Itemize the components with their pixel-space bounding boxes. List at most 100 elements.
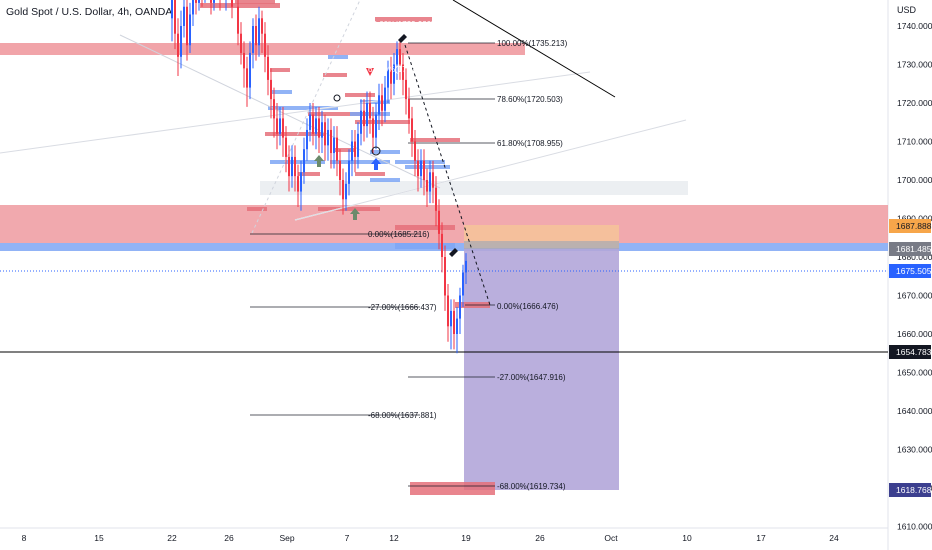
candle-body-80 (423, 160, 425, 180)
candle-body-9 (198, 0, 200, 3)
candle-body-26 (261, 18, 263, 34)
time-tick-label: Sep (279, 533, 294, 543)
candle-body-21 (246, 68, 248, 88)
candle-body-51 (336, 137, 338, 161)
candle-body-83 (432, 172, 434, 188)
price-badge-label: 1681.485 (896, 244, 932, 254)
short-entry-band (464, 241, 619, 249)
price-badge-label: 1675.505 (896, 266, 932, 276)
candle-body-74 (405, 79, 407, 100)
price-badge-gray (889, 242, 931, 256)
candle-body-7 (192, 0, 194, 15)
time-tick-label: 19 (461, 533, 471, 543)
order-block-22 (318, 207, 380, 211)
candle-body-67 (384, 87, 386, 111)
candle-body-76 (411, 118, 413, 142)
price-badge-black (889, 345, 931, 359)
candle-body-63 (372, 118, 374, 138)
candle-body-39 (300, 172, 302, 192)
price-badge-label: 1654.783 (896, 347, 932, 357)
candle-body-94 (465, 260, 467, 273)
price-tick-label: 1610.000 (897, 522, 932, 532)
candle-body-14 (213, 0, 215, 3)
order-block-20 (410, 138, 460, 142)
candle-body-60 (363, 110, 365, 127)
candle-body-6 (189, 14, 191, 46)
order-block-23 (247, 207, 267, 211)
order-block-6 (270, 90, 292, 94)
candle-body-22 (249, 52, 251, 88)
order-block-12 (270, 160, 325, 164)
order-block-24 (395, 225, 455, 230)
candle-body-49 (330, 129, 332, 154)
fib-labels-layer: 78.60%(1739.929) 100.00%(1735.213) 61.80… (368, 20, 568, 491)
price-tick-label: 1730.000 (897, 60, 932, 70)
candle-body-0 (171, 0, 173, 19)
time-tick-label: 10 (682, 533, 692, 543)
time-tick-label: 17 (756, 533, 766, 543)
candle-body-68 (387, 68, 389, 88)
price-tick-label: 1720.000 (897, 98, 932, 108)
currency-label: USD (897, 5, 917, 15)
order-block-19 (405, 165, 450, 169)
candle-body-34 (285, 137, 287, 157)
symbol-title: Gold Spot / U.S. Dollar, 4h, OANDA (6, 6, 173, 18)
fib-label-61.8-lower: 61.80%(1708.955) (497, 139, 563, 148)
order-block-7 (268, 106, 338, 110)
fib-label-minus27-lower: -27.00%(1647.916) (497, 373, 566, 382)
price-badge-navy (889, 483, 931, 497)
candle-body-73 (402, 64, 404, 80)
time-tick-label: 15 (94, 533, 104, 543)
time-tick-label: Oct (604, 533, 618, 543)
candle-body-65 (378, 95, 380, 115)
candle-body-42 (309, 114, 311, 130)
circle-marker-2 (333, 94, 341, 102)
fib-label-78.6-mid: 78.60%(1720.503) (497, 95, 563, 104)
candle-body-45 (318, 118, 320, 138)
order-block-0 (200, 3, 280, 8)
candle-body-40 (303, 149, 305, 173)
up-arrow-marker-1 (314, 155, 324, 167)
candle-body-3 (180, 26, 182, 57)
candle-body-81 (426, 180, 428, 192)
price-badge-label: 1618.768 (896, 485, 932, 495)
candle-body-88 (447, 295, 449, 327)
candle-body-43 (312, 114, 314, 134)
price-tick-label: 1630.000 (897, 445, 932, 455)
candle-body-41 (306, 129, 308, 150)
order-block-4 (323, 73, 347, 77)
order-block-13 (330, 160, 390, 164)
price-badge-blue (889, 264, 931, 278)
price-badge-label: 1687.888 (896, 221, 932, 231)
candle-body-32 (279, 118, 281, 134)
zones-layer (0, 0, 888, 495)
price-tick-label: 1690.000 (897, 214, 932, 224)
candle-body-27 (264, 33, 266, 57)
order-block-1 (235, 0, 275, 4)
candle-body-82 (429, 172, 431, 192)
order-block-17 (355, 172, 385, 176)
candle-body-90 (453, 310, 455, 334)
candle-body-85 (438, 210, 440, 234)
candle-body-54 (345, 183, 347, 200)
candle-body-17 (231, 0, 233, 7)
price-badge-orange (889, 219, 931, 233)
fib-label-minus27-upper: -27.00%(1666.437) (368, 303, 437, 312)
black-trendline (452, 0, 616, 98)
candle-body-62 (369, 103, 371, 119)
candle-body-66 (381, 95, 383, 111)
price-tick-label: 1670.000 (897, 291, 932, 301)
order-block-11 (265, 132, 325, 136)
price-tick-label: 1710.000 (897, 137, 932, 147)
order-block-28 (345, 93, 375, 97)
up-arrow-marker-2 (371, 158, 381, 170)
time-tick-label: 24 (829, 533, 839, 543)
candle-body-69 (390, 68, 392, 84)
circle-marker-1 (371, 146, 381, 156)
candle-body-30 (273, 99, 275, 119)
chart-title: Gold Spot / U.S. Dollar, 4h, OANDA (6, 6, 172, 18)
candle-body-92 (459, 295, 461, 319)
white-zone (260, 181, 688, 195)
candle-body-93 (462, 272, 464, 296)
